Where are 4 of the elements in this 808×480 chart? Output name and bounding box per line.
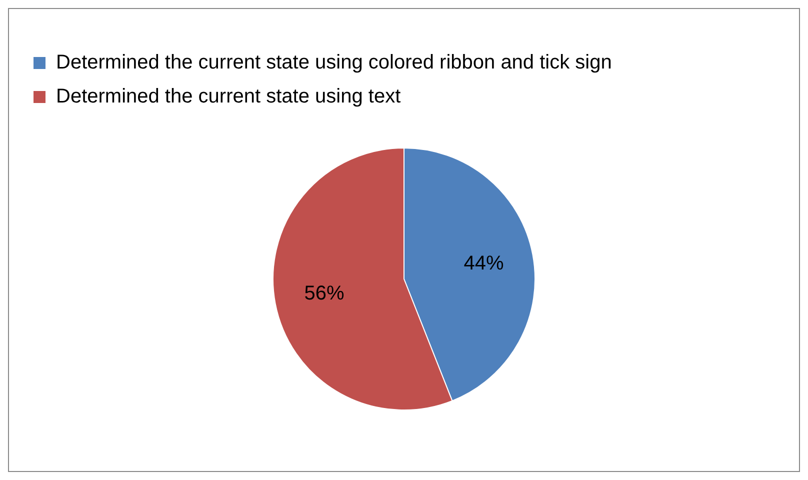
legend-label: Determined the current state using colored ribbon and tick sign: [56, 52, 612, 74]
legend-label: Determined the current state using text: [56, 86, 402, 108]
data-label: 56%: [304, 282, 344, 305]
data-label: 44%: [464, 252, 504, 274]
